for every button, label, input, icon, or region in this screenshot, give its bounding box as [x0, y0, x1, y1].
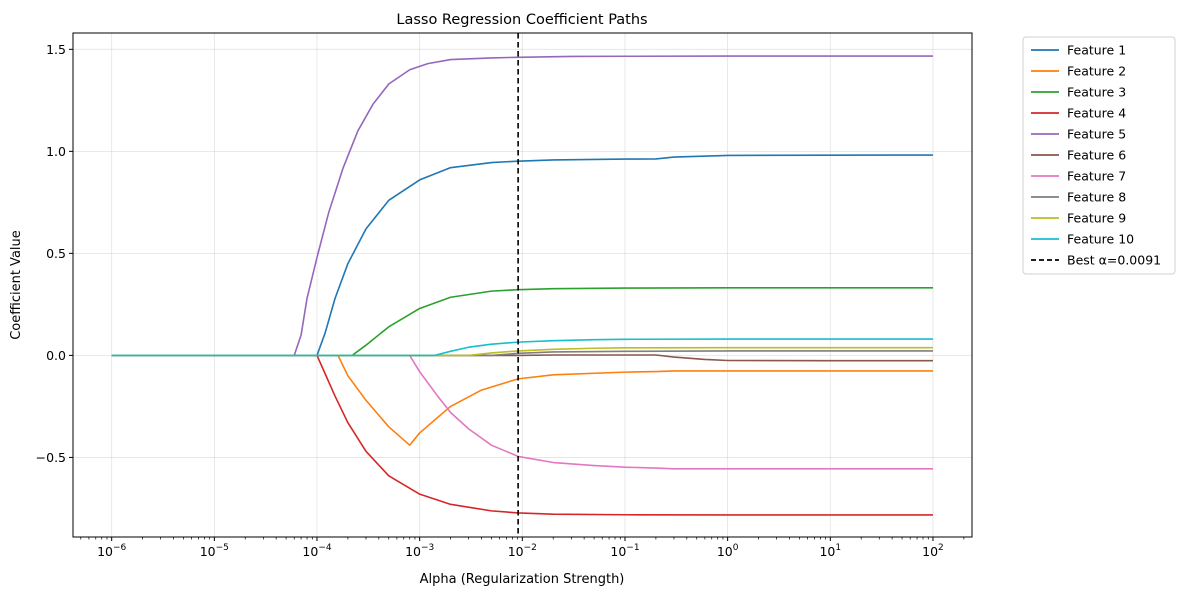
x-axis-label: Alpha (Regularization Strength): [420, 572, 625, 587]
series-line-feature-5: [111, 55, 933, 357]
y-tick-label: −0.5: [36, 450, 66, 465]
legend-label: Feature 2: [1067, 64, 1126, 79]
x-tick-label: 100: [717, 543, 739, 559]
y-tick-label: 1.0: [46, 144, 66, 159]
y-tick-label: 1.5: [46, 42, 66, 57]
series-line-feature-4: [111, 354, 933, 516]
legend-label: Feature 1: [1067, 43, 1126, 58]
legend: Feature 1 Feature 2 Feature 3 Feature 4 Feat…: [1022, 36, 1176, 275]
series-line-feature-3: [111, 287, 933, 357]
legend-label: Best α=0.0091: [1067, 253, 1161, 268]
y-tick-label: 0.0: [46, 348, 66, 363]
y-axis-label: Coefficient Value: [9, 230, 24, 340]
x-tick-label: 10−5: [200, 543, 229, 559]
x-tick-label: 10−2: [508, 543, 537, 559]
series-line-feature-1: [111, 154, 933, 357]
x-tick-label: 10−6: [97, 543, 126, 559]
x-axis: 10−6 10−5 10−4 10−3 10−2 10−1 100 101 102: [80, 537, 965, 559]
series-line-feature-6: [111, 354, 933, 362]
series-line-feature-9: [111, 346, 933, 357]
legend-label: Feature 5: [1067, 127, 1126, 142]
series-line-feature-8: [111, 350, 933, 357]
x-tick-label: 102: [922, 543, 944, 559]
legend-label: Feature 8: [1067, 190, 1126, 205]
y-tick-label: 0.5: [46, 246, 66, 261]
legend-box: [1022, 36, 1176, 275]
legend-label: Feature 7: [1067, 169, 1126, 184]
legend-label: Feature 6: [1067, 148, 1126, 163]
legend-label: Feature 9: [1067, 211, 1126, 226]
x-tick-label: 10−3: [405, 543, 434, 559]
x-tick-label: 10−1: [610, 543, 639, 559]
chart-title: Lasso Regression Coefficient Paths: [396, 12, 647, 28]
legend-label: Feature 4: [1067, 106, 1126, 121]
x-tick-label: 101: [819, 543, 841, 559]
series-line-feature-2: [111, 354, 933, 446]
plot-lines: [111, 55, 933, 516]
grid: [73, 33, 972, 537]
legend-label: Feature 3: [1067, 85, 1126, 100]
legend-label: Feature 10: [1067, 232, 1134, 247]
y-axis: −0.5 0.0 0.5 1.0 1.5: [36, 42, 73, 465]
x-tick-label: 10−4: [302, 543, 331, 559]
